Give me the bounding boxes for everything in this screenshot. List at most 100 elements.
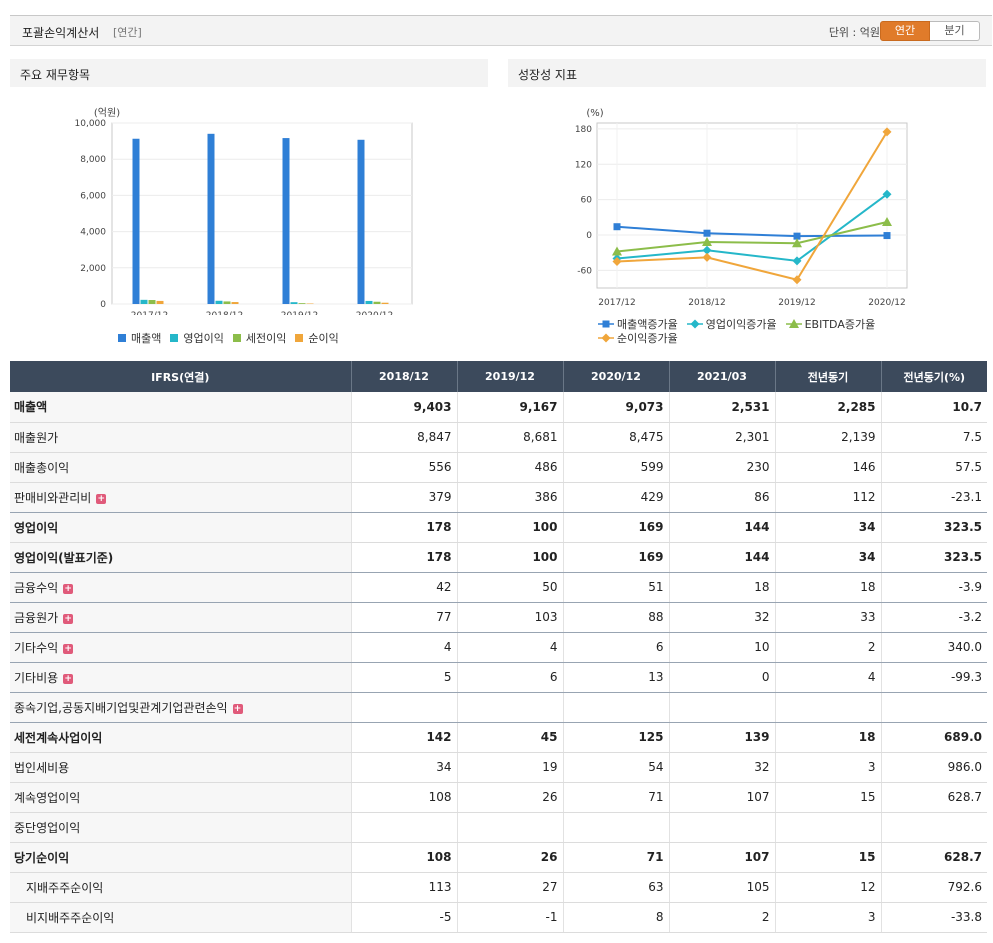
expand-plus-icon[interactable]: + [63, 583, 74, 594]
y-tick-label: 8,000 [80, 155, 106, 165]
column-header: 전년동기(%) [881, 361, 987, 392]
legend-swatch [686, 319, 703, 329]
table-cell: 100 [457, 512, 564, 543]
x-tick-label: 2017/12 [598, 298, 635, 308]
column-header: 2020/12 [563, 361, 670, 392]
y-tick-label: 10,000 [75, 119, 107, 129]
legend-item: 순이익증가율 [598, 331, 678, 345]
table-cell: 230 [669, 452, 776, 483]
table-cell: 4 [351, 632, 458, 663]
legend-swatch [785, 319, 802, 328]
table-row: 영업이익 178 100 169 144 34 323.5 [10, 512, 987, 543]
data-point [788, 319, 799, 328]
row-label[interactable]: 기타수익 + [10, 632, 352, 663]
table-cell: 6 [563, 632, 670, 663]
line-chart-legend: 매출액증가율 영업이익증가율 EBITDA증가율 순이익증가율 [598, 317, 898, 345]
table-cell: 100 [457, 542, 564, 573]
table-cell: 107 [669, 842, 776, 873]
row-label[interactable]: 기타비용 + [10, 662, 352, 693]
table-header-row: IFRS(연결) 2018/12 2019/12 2020/12 2021/03 전년동기… [10, 361, 987, 392]
table-cell: 42 [351, 572, 458, 603]
table-cell: 599 [563, 452, 670, 483]
legend-label: 매출액증가율 [617, 318, 678, 331]
row-label: 매출액 [10, 392, 352, 423]
table-row: 계속영업이익 108 26 71 107 15 628.7 [10, 782, 987, 813]
legend-label: 영업이익 [183, 332, 224, 345]
row-label-text: 법인세비용 [14, 760, 70, 775]
table-cell: 108 [351, 782, 458, 813]
table-cell: 9,167 [457, 392, 564, 423]
bar [132, 138, 140, 304]
table-cell [563, 812, 670, 843]
table-cell: 50 [457, 572, 564, 603]
table-cell: 628.7 [881, 842, 987, 873]
table-cell: 63 [563, 872, 670, 903]
row-label[interactable]: 종속기업,공동지배기업및관계기업관련손익 + [10, 692, 352, 723]
quarter-toggle-button[interactable]: 분기 [930, 21, 980, 41]
table-cell: 34 [775, 542, 882, 573]
table-cell: 2,531 [669, 392, 776, 423]
row-label[interactable]: 금융수익 + [10, 572, 352, 603]
table-cell: 18 [775, 572, 882, 603]
table-cell: 13 [563, 662, 670, 693]
table-cell: 10 [669, 632, 776, 663]
legend-item: EBITDA증가율 [785, 317, 875, 331]
table-cell: 27 [457, 872, 564, 903]
table-body: 매출액 9,403 9,167 9,073 2,531 2,285 10.7 매출원가 8,84… [10, 392, 987, 933]
table-cell: 33 [775, 602, 882, 633]
y-tick-label: 4,000 [80, 228, 106, 238]
x-tick-label: 2018/12 [688, 298, 725, 308]
expand-plus-icon[interactable]: + [232, 703, 243, 714]
key-items-panel-title: 주요 재무항목 [10, 59, 488, 87]
row-label-text: 판매비와관리비 [14, 490, 92, 505]
table-cell: 379 [351, 482, 458, 513]
data-point [882, 217, 892, 226]
bar [365, 300, 373, 304]
row-label[interactable]: 판매비와관리비 + [10, 482, 352, 513]
data-point [703, 229, 711, 237]
table-row: 법인세비용 34 19 54 32 3 986.0 [10, 752, 987, 783]
annual-toggle-button[interactable]: 연간 [880, 21, 930, 41]
table-row: 금융수익 +42 50 51 18 18 -3.9 [10, 572, 987, 603]
table-cell: 144 [669, 542, 776, 573]
table-cell: 15 [775, 842, 882, 873]
bar [148, 300, 156, 304]
table-row: 비지배주주순이익 -5 -1 8 2 3 -33.8 [10, 902, 987, 933]
legend-label: 세전이익 [245, 332, 287, 345]
row-label-text: 매출액 [14, 400, 48, 415]
data-point [602, 320, 610, 328]
y-tick-label: 120 [575, 160, 592, 170]
table-cell: 18 [775, 722, 882, 753]
legend-item: 순이익 [295, 331, 339, 345]
row-label[interactable]: 금융원가 + [10, 602, 352, 633]
table-cell: 77 [351, 602, 458, 633]
x-tick-label: 2020/12 [356, 311, 393, 315]
table-cell: 51 [563, 572, 670, 603]
table-cell: 32 [669, 602, 776, 633]
table-cell: 107 [669, 782, 776, 813]
data-point [792, 275, 802, 285]
table-cell: 169 [563, 542, 670, 573]
table-cell: 32 [669, 752, 776, 783]
table-cell: 3 [775, 752, 882, 783]
row-label: 법인세비용 [10, 752, 352, 783]
y-tick-label: 180 [575, 125, 592, 135]
expand-plus-icon[interactable]: + [63, 643, 74, 654]
table-cell [457, 812, 564, 843]
data-point [702, 245, 712, 255]
legend-label: 순이익 [308, 332, 339, 345]
table-cell: 139 [669, 722, 776, 753]
key-items-bar-chart: (억원) 0 2,000 4,000 6,000 8,000 10,000 2017/12 20… [75, 107, 413, 315]
expand-plus-icon[interactable]: + [63, 673, 74, 684]
plot-area [111, 122, 413, 305]
row-label-text: 기타수익 [14, 640, 59, 655]
expand-plus-icon[interactable]: + [63, 613, 74, 624]
growth-line-chart: (%) -60 0 60 120 180 2017/12 2018/12 2019/12 2020… [575, 108, 908, 308]
expand-plus-icon[interactable]: + [96, 493, 107, 504]
table-cell: 178 [351, 512, 458, 543]
table-row: 금융원가 +77 103 88 32 33 -3.2 [10, 602, 987, 633]
legend-item: 영업이익 [170, 331, 224, 345]
plot-area [596, 122, 908, 289]
table-row: 기타비용 +5 6 13 0 4 -99.3 [10, 662, 987, 693]
table-cell: 10.7 [881, 392, 987, 423]
